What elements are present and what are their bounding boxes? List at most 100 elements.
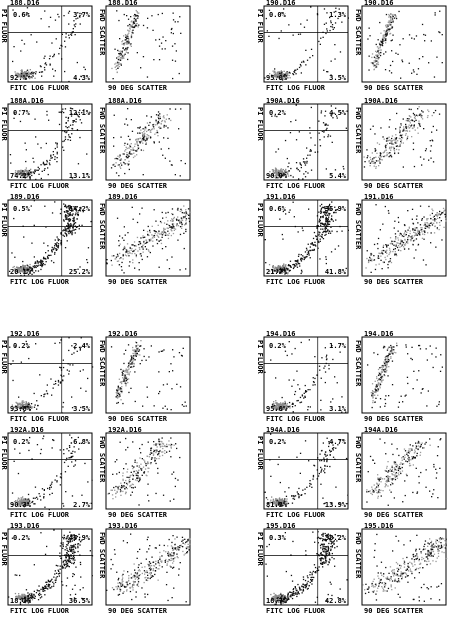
data-point [25, 600, 28, 602]
data-point [82, 587, 84, 589]
data-point [123, 42, 126, 44]
data-point [29, 77, 31, 79]
data-point [149, 121, 151, 124]
data-point [391, 135, 394, 137]
data-point [384, 205, 386, 208]
data-point [376, 243, 379, 245]
data-point [22, 74, 24, 76]
data-point [136, 350, 139, 352]
data-point [128, 147, 130, 149]
data-point [127, 157, 129, 159]
data-point [22, 170, 24, 172]
data-point [71, 233, 73, 236]
panel-frame [105, 5, 191, 83]
data-point [68, 208, 71, 211]
data-point [403, 126, 405, 128]
data-point [123, 370, 126, 372]
data-point [21, 401, 23, 404]
data-point [300, 65, 302, 67]
data-point [133, 21, 135, 23]
data-point [433, 76, 436, 78]
data-point [418, 232, 420, 235]
data-point [328, 214, 330, 216]
data-point [114, 48, 116, 50]
data-point [153, 236, 156, 238]
data-point [64, 227, 66, 229]
data-point [371, 53, 374, 55]
x-axis-label: 90 DEG SCATTER [108, 278, 168, 286]
data-point [130, 474, 132, 477]
data-point [321, 216, 324, 218]
data-point [136, 52, 138, 54]
data-point [80, 541, 82, 543]
data-point [400, 239, 402, 241]
data-point [71, 557, 74, 559]
data-point [155, 119, 157, 121]
data-point [49, 584, 51, 586]
data-point [119, 488, 121, 491]
data-point [45, 581, 47, 583]
data-point [127, 41, 129, 43]
data-point [130, 387, 132, 389]
data-point [117, 487, 119, 489]
data-point [275, 169, 277, 171]
data-point [429, 214, 431, 216]
data-point [170, 437, 172, 439]
data-point [160, 350, 162, 352]
data-point [324, 227, 326, 229]
data-point [21, 599, 24, 601]
data-point [34, 261, 37, 263]
data-point [279, 81, 281, 83]
data-point [41, 596, 43, 598]
data-point [16, 74, 18, 76]
data-point [282, 174, 284, 176]
data-point [179, 456, 181, 459]
data-point [128, 160, 130, 162]
data-point [322, 122, 325, 124]
data-point [426, 116, 429, 119]
data-point [442, 207, 445, 210]
data-point [395, 134, 397, 136]
data-point [325, 123, 327, 125]
data-point [117, 389, 119, 391]
data-point [14, 173, 16, 175]
data-point [394, 245, 397, 247]
data-point [116, 490, 118, 493]
data-point [27, 172, 29, 174]
data-point [11, 404, 13, 406]
data-point [397, 239, 400, 241]
data-point [281, 266, 283, 268]
data-point [36, 400, 38, 402]
data-point [53, 75, 55, 77]
data-point [80, 122, 83, 124]
data-point [76, 61, 78, 64]
data-point [70, 544, 72, 547]
data-point [319, 43, 321, 45]
data-point [394, 251, 396, 253]
data-point [139, 457, 141, 459]
data-point [275, 170, 277, 172]
data-point [138, 24, 140, 26]
data-point [36, 496, 38, 498]
data-point [421, 218, 423, 220]
data-point [37, 599, 40, 601]
data-point [83, 345, 85, 348]
data-point [153, 230, 155, 232]
data-point [134, 350, 137, 353]
data-point [130, 359, 132, 361]
data-point [20, 407, 22, 409]
data-point [24, 406, 26, 408]
data-point [431, 224, 434, 226]
data-point [25, 589, 28, 591]
data-point [398, 234, 401, 236]
data-point [27, 75, 29, 77]
data-point [40, 532, 42, 534]
data-point [123, 43, 125, 45]
data-point [433, 232, 436, 234]
data-point [137, 348, 139, 350]
data-point [306, 19, 308, 21]
data-point [406, 130, 409, 132]
data-point [396, 246, 399, 249]
data-point [29, 408, 31, 411]
data-point [47, 257, 49, 260]
